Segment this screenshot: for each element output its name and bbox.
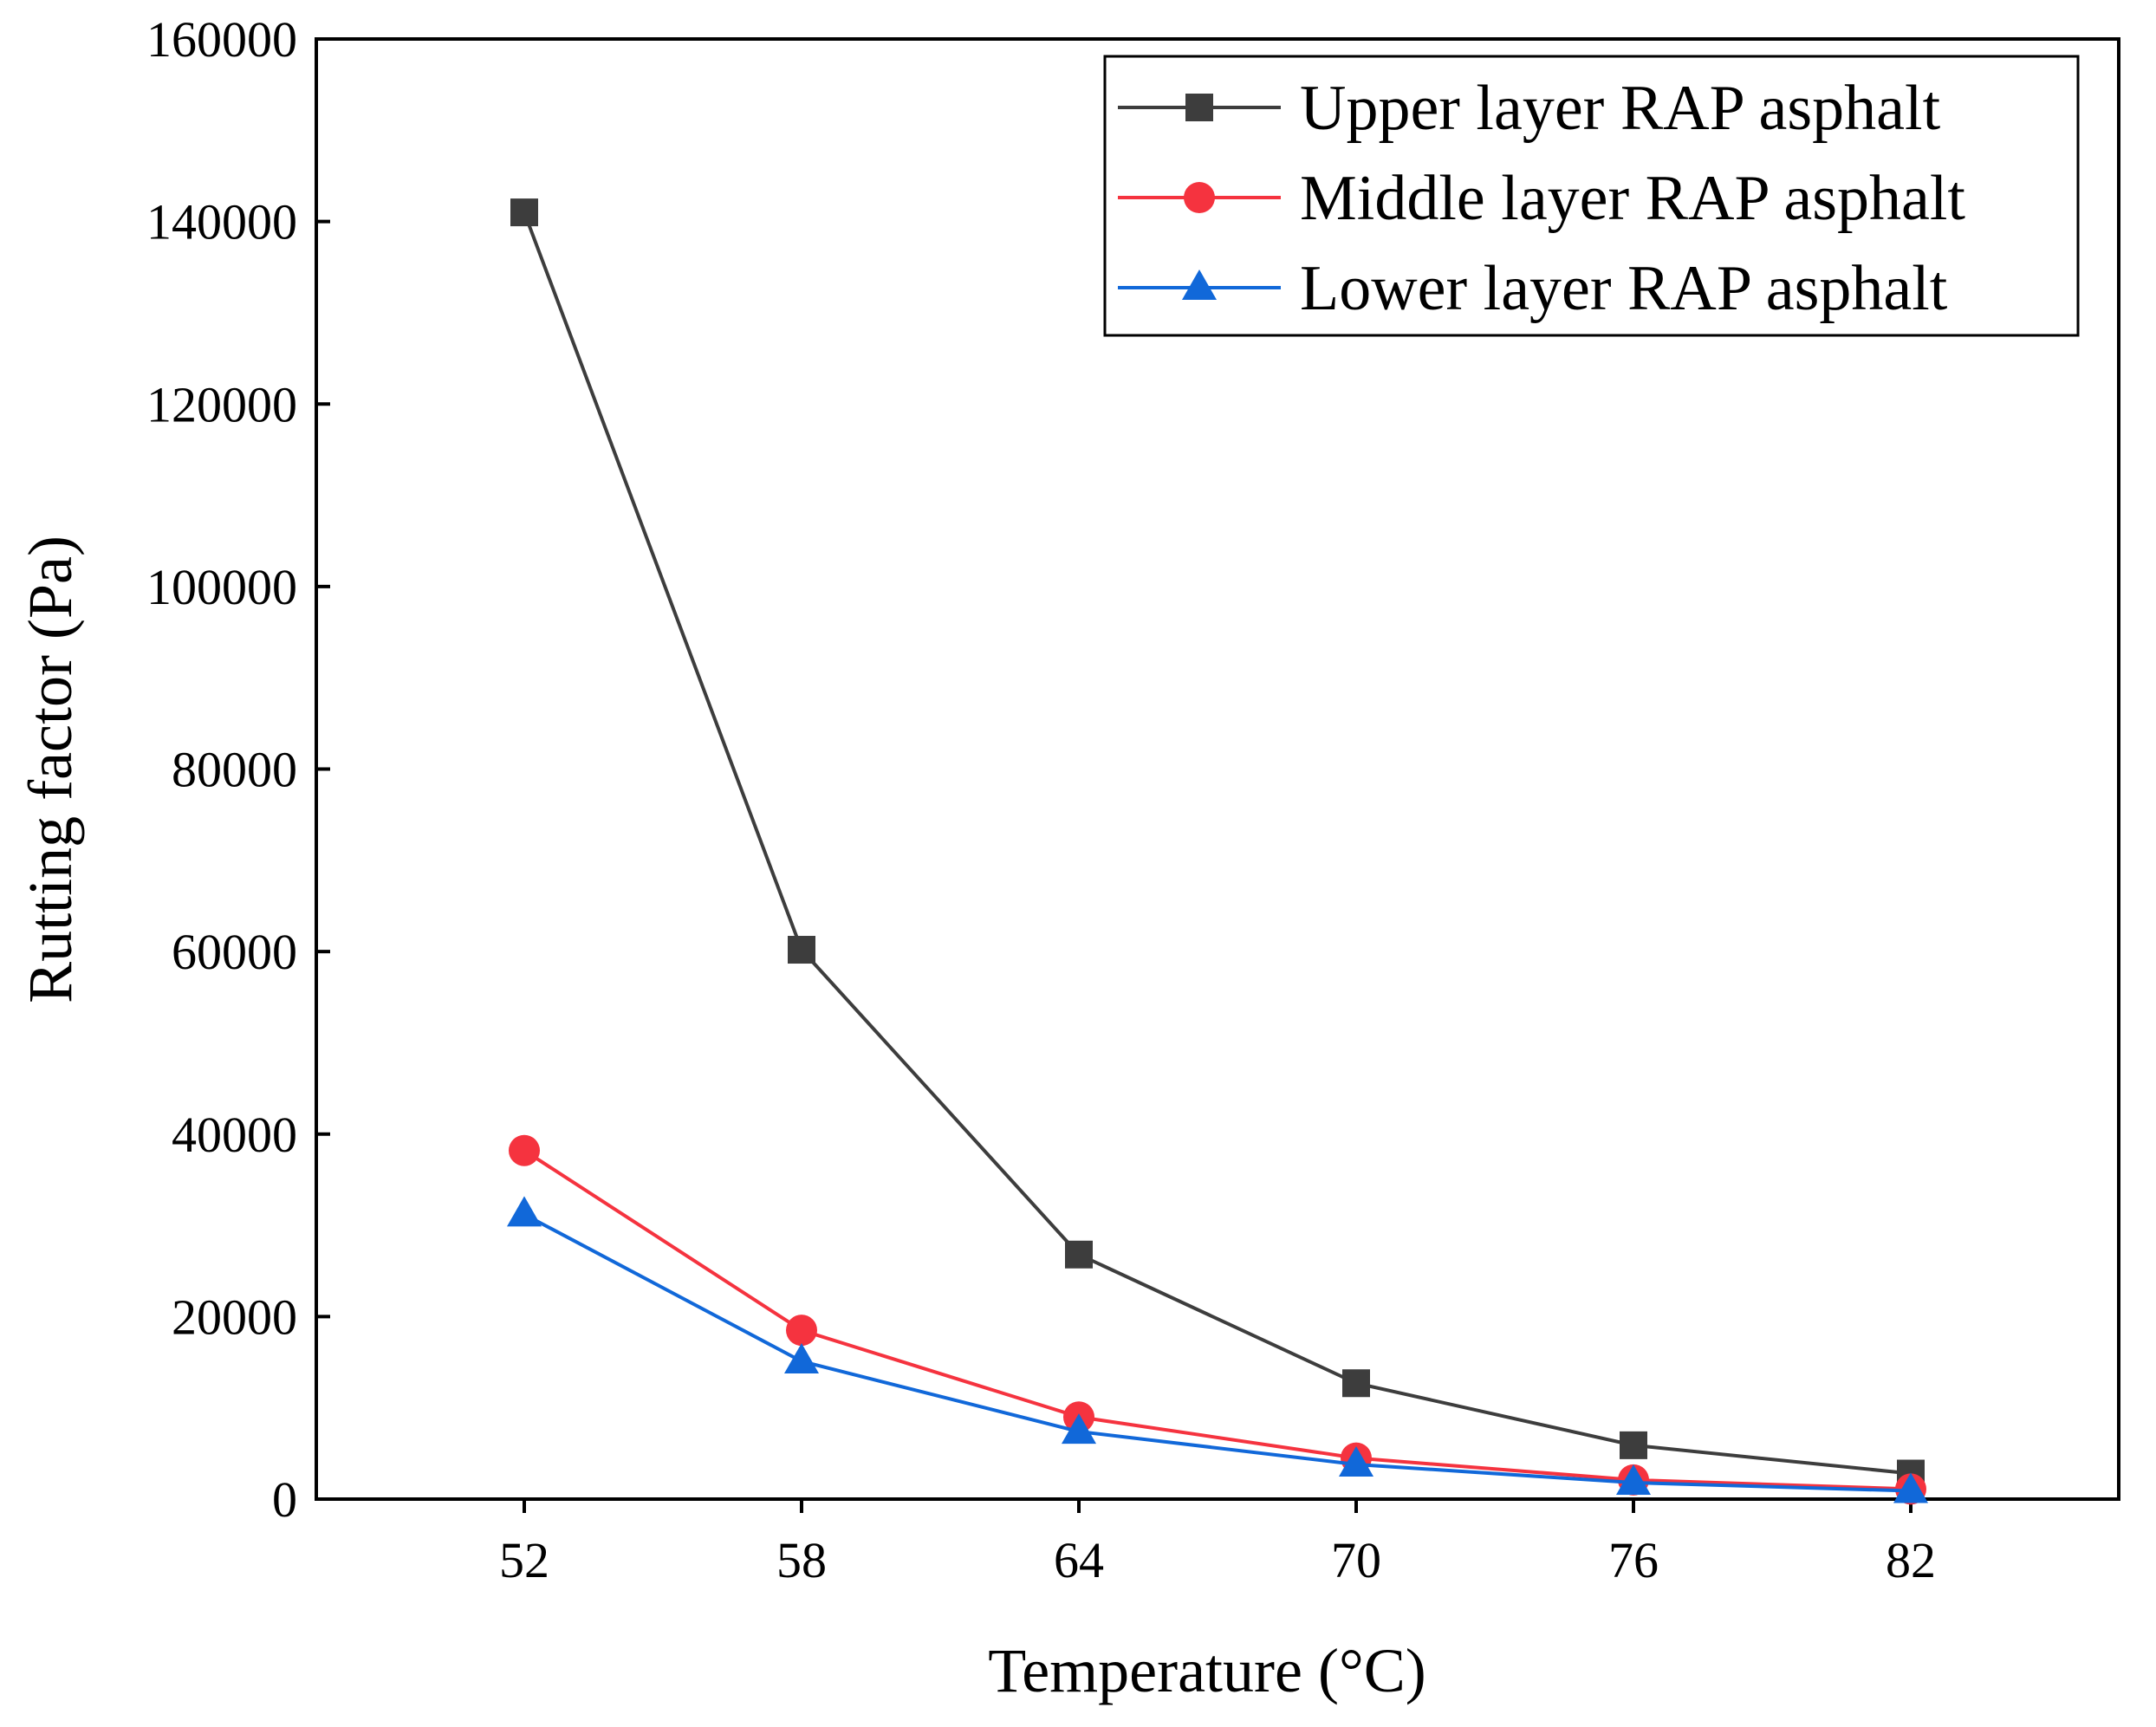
x-axis-ticks: 52 58 64 70 76 82 bbox=[499, 1499, 1936, 1588]
data-point bbox=[509, 1134, 540, 1166]
series-middle-layer-rap-asphalt bbox=[509, 1134, 1926, 1505]
y-tick-label: 80000 bbox=[172, 742, 297, 798]
data-point bbox=[1062, 1413, 1096, 1445]
series-lower-layer-rap-asphalt bbox=[507, 1196, 1928, 1503]
x-tick-label: 52 bbox=[499, 1532, 549, 1588]
y-axis-title: Rutting factor (Pa) bbox=[16, 536, 85, 1003]
series-line bbox=[523, 211, 1912, 1476]
x-tick-label: 64 bbox=[1054, 1532, 1104, 1588]
data-point bbox=[1065, 1240, 1093, 1269]
y-tick-label: 100000 bbox=[146, 559, 297, 615]
data-point bbox=[510, 198, 538, 227]
y-tick-label: 160000 bbox=[146, 11, 297, 68]
y-tick-label: 140000 bbox=[146, 194, 297, 250]
x-tick-label: 70 bbox=[1331, 1532, 1381, 1588]
y-axis-ticks: 0 20000 40000 60000 80000 100000 120000 140000 1… bbox=[146, 11, 330, 1528]
data-point bbox=[788, 936, 815, 964]
y-tick-label: 0 bbox=[272, 1471, 297, 1528]
x-tick-label: 58 bbox=[776, 1532, 827, 1588]
series-line bbox=[523, 1212, 1912, 1493]
legend: Upper layer RAP asphalt Middle layer RAP … bbox=[1103, 55, 2080, 337]
series-line bbox=[523, 1149, 1912, 1491]
y-tick-label: 20000 bbox=[172, 1289, 297, 1345]
legend-marker bbox=[1185, 94, 1213, 121]
legend-label: Upper layer RAP asphalt bbox=[1300, 73, 1941, 144]
legend-marker bbox=[1182, 269, 1217, 300]
data-point bbox=[1339, 1445, 1373, 1477]
data-point bbox=[784, 1342, 819, 1373]
data-point bbox=[1620, 1431, 1647, 1459]
data-point bbox=[786, 1315, 817, 1347]
y-tick-label: 40000 bbox=[172, 1107, 297, 1163]
x-tick-label: 76 bbox=[1608, 1532, 1659, 1588]
data-point bbox=[1616, 1464, 1651, 1496]
data-point bbox=[1893, 1472, 1928, 1503]
series-upper-layer-rap-asphalt bbox=[510, 198, 1925, 1488]
y-tick-label: 120000 bbox=[146, 376, 297, 432]
y-tick-label: 60000 bbox=[172, 924, 297, 980]
x-tick-label: 82 bbox=[1886, 1532, 1936, 1588]
legend-label: Middle layer RAP asphalt bbox=[1300, 163, 1965, 234]
data-point bbox=[507, 1196, 542, 1227]
legend-marker bbox=[1184, 182, 1215, 213]
legend-label: Lower layer RAP asphalt bbox=[1300, 253, 1948, 324]
data-point bbox=[1342, 1369, 1370, 1398]
series-layer bbox=[507, 198, 1928, 1505]
x-axis-title: Temperature (°C) bbox=[988, 1636, 1426, 1705]
